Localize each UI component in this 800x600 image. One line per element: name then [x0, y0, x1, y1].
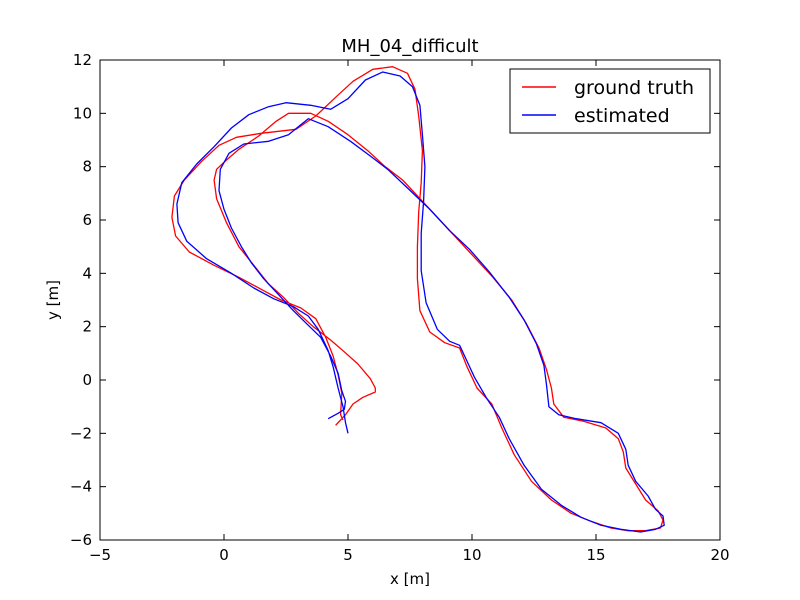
- x-tick-label: 20: [710, 546, 729, 564]
- y-tick-label: −4: [70, 478, 92, 496]
- y-tick-label: 0: [82, 371, 92, 389]
- plot-frame: [99, 59, 721, 541]
- x-tick-label: 10: [462, 546, 481, 564]
- x-tick-label: 0: [219, 546, 229, 564]
- y-tick-label: 4: [82, 264, 92, 282]
- y-tick-label: 10: [73, 104, 92, 122]
- legend-label-ground-truth: ground truth: [574, 77, 694, 99]
- y-axis-label: y [m]: [44, 280, 62, 320]
- y-tick-label: −2: [70, 424, 92, 442]
- y-tick-label: 6: [82, 211, 92, 229]
- y-tick-label: 2: [82, 318, 92, 336]
- chart-title: MH_04_difficult: [341, 36, 478, 57]
- legend-box: [509, 68, 711, 134]
- x-tick-label: −5: [89, 546, 111, 564]
- y-tick-label: 12: [73, 51, 92, 69]
- x-tick-label: 15: [586, 546, 605, 564]
- plot-area: [171, 66, 665, 533]
- series-line-ground-truth: [171, 66, 664, 532]
- legend: ground truth estimated: [509, 68, 711, 134]
- y-tick-label: −6: [70, 531, 92, 549]
- x-axis-label: x [m]: [390, 570, 430, 588]
- axes: −5 0 5 10 15 20 −6 −4 −2 0 2 4 6 8 10 12: [70, 51, 730, 564]
- x-tick-label: 5: [343, 546, 353, 564]
- series-line-estimated: [176, 71, 665, 533]
- y-tick-label: 8: [82, 158, 92, 176]
- legend-label-estimated: estimated: [574, 105, 670, 127]
